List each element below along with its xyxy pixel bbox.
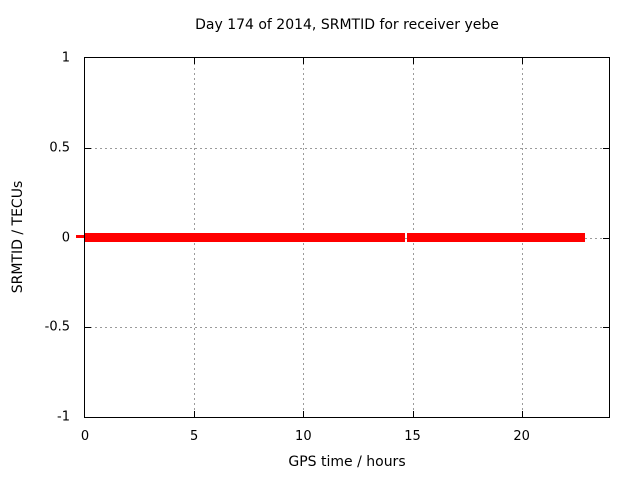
x-tickmark-bottom (521, 411, 523, 417)
red-line-left-overflow-dash (76, 235, 84, 238)
y-tick-label: 1 (61, 50, 70, 66)
x-axis-label: GPS time / hours (288, 454, 406, 470)
y-tick-label: -0.5 (44, 319, 70, 335)
plot-area (84, 57, 610, 418)
y-tickmark-left (85, 147, 91, 149)
x-tickmark-top (412, 58, 414, 64)
y-tickmark-right (603, 327, 609, 329)
y-tick-label: -1 (57, 409, 70, 425)
x-tickmark-bottom (303, 411, 305, 417)
data-line-segment (85, 233, 405, 242)
x-tick-label: 15 (404, 429, 421, 444)
y-gridline (85, 147, 609, 149)
y-gridline (85, 327, 609, 329)
chart-title: Day 174 of 2014, SRMTID for receiver yeb… (195, 17, 499, 33)
x-tickmark-top (303, 58, 305, 64)
x-tick-label: 0 (80, 429, 90, 444)
y-tick-label: 0.5 (49, 140, 70, 156)
y-tickmark-right (603, 237, 609, 239)
x-tickmark-top (194, 58, 196, 64)
y-tick-label: 0 (61, 230, 70, 245)
x-tick-label: 10 (295, 429, 312, 444)
x-tickmark-bottom (412, 411, 414, 417)
x-tickmark-top (521, 58, 523, 64)
x-tick-label: 20 (513, 429, 530, 444)
x-tickmark-bottom (194, 411, 196, 417)
y-tickmark-right (603, 147, 609, 149)
x-tick-label: 5 (190, 429, 199, 444)
y-tickmark-left (85, 327, 91, 329)
data-line-segment (407, 233, 585, 242)
